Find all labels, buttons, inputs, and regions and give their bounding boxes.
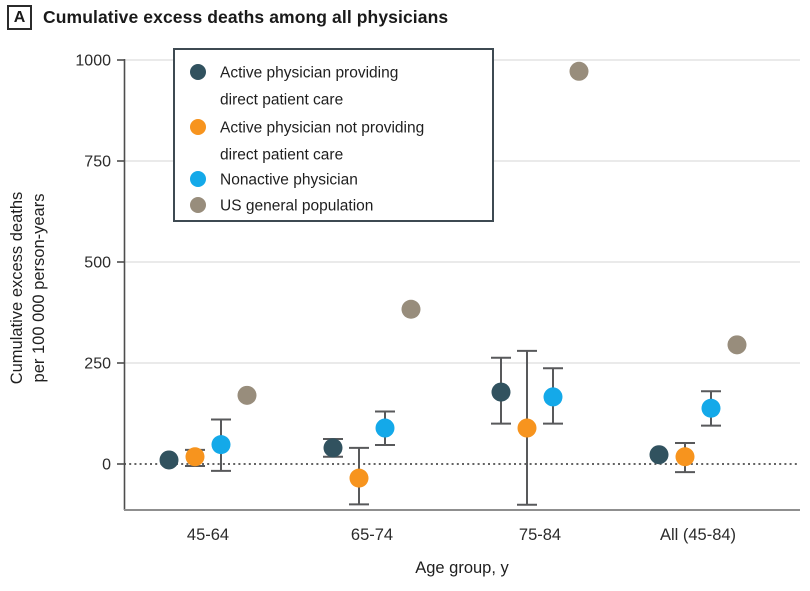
point-nonactive-physician-75-84 [543,387,563,407]
legend-label-active-physician-providing-direct-patient-care-line1: Active physician providing [220,65,398,82]
x-category-label-75-84: 75-84 [519,526,561,544]
legend-dot-active-physician-providing-direct-patient-care [190,64,206,80]
legend-label-us-general-population-line1: US general population [220,198,373,215]
point-nonactive-physician-65-74 [375,418,395,438]
point-active-physician-providing-direct-patient-care-45-64 [159,450,179,470]
x-axis-category-labels: 45-64 65-74 75-84 All (45-84) [187,526,736,544]
legend-dot-active-physician-not-providing-direct-patient-care [190,119,206,135]
point-active-physician-providing-direct-patient-care-65-74 [323,438,343,458]
x-category-label-all-45-84: All (45-84) [660,526,736,544]
legend-label-active-physician-not-providing-direct-patient-care-line1: Active physician not providing [220,120,424,137]
error-bars [185,349,721,506]
legend-dot-nonactive-physician [190,171,206,187]
y-axis-ticks: 0 250 500 750 1000 [75,53,124,474]
x-axis-label: Age group, y [415,559,509,577]
x-category-label-45-64: 45-64 [187,526,229,544]
point-active-physician-not-providing-direct-patient-care-all-45-84 [675,447,695,467]
point-nonactive-physician-45-64 [211,435,231,455]
point-active-physician-not-providing-direct-patient-care-45-64 [185,447,205,467]
y-tick-label-250: 250 [84,356,111,373]
point-us-general-population-45-64 [237,385,257,405]
point-us-general-population-75-84 [569,61,589,81]
x-category-label-65-74: 65-74 [351,526,393,544]
y-axis-label-line2: per 100 000 person-years [30,194,48,383]
point-nonactive-physician-all-45-84 [701,398,721,418]
point-us-general-population-65-74 [401,299,421,319]
y-tick-label-500: 500 [84,255,111,272]
legend: Active physician providing direct patient… [173,48,494,222]
legend-box [173,48,494,222]
panel-title: Cumulative excess deaths among all physi… [43,7,449,27]
point-active-physician-not-providing-direct-patient-care-65-74 [349,468,369,488]
y-tick-label-1000: 1000 [75,53,111,70]
legend-label-active-physician-providing-direct-patient-care-line2: direct patient care [220,92,343,109]
point-us-general-population-all-45-84 [727,335,747,355]
legend-dot-us-general-population [190,197,206,213]
legend-label-nonactive-physician-line1: Nonactive physician [220,172,358,189]
point-active-physician-providing-direct-patient-care-all-45-84 [649,445,669,465]
legend-label-active-physician-not-providing-direct-patient-care-line2: direct patient care [220,147,343,164]
point-active-physician-not-providing-direct-patient-care-75-84 [517,418,537,438]
y-tick-label-0: 0 [102,457,111,474]
panel-header: A Cumulative excess deaths among all phy… [7,5,448,30]
y-tick-label-750: 750 [84,154,111,171]
data-points [159,61,747,488]
panel-label-badge: A [7,5,32,30]
point-active-physician-providing-direct-patient-care-75-84 [491,382,511,402]
y-axis-label-line1: Cumulative excess deaths [8,192,26,385]
